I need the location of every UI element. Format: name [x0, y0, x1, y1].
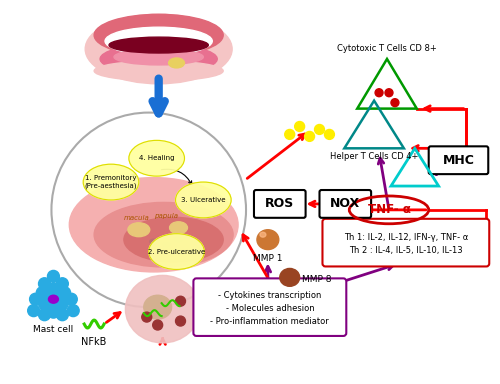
FancyBboxPatch shape	[194, 278, 346, 336]
Ellipse shape	[126, 275, 200, 343]
Circle shape	[304, 131, 314, 141]
Text: TNF- α: TNF- α	[368, 204, 410, 216]
Ellipse shape	[114, 49, 204, 65]
Text: MHC: MHC	[442, 154, 474, 167]
Ellipse shape	[83, 164, 139, 200]
Ellipse shape	[150, 239, 158, 244]
Text: NOX: NOX	[330, 197, 360, 210]
Circle shape	[38, 309, 50, 321]
Ellipse shape	[70, 178, 238, 272]
Ellipse shape	[128, 223, 150, 237]
Ellipse shape	[48, 295, 58, 303]
Text: NFkB: NFkB	[82, 337, 107, 347]
Ellipse shape	[85, 14, 232, 84]
Circle shape	[68, 305, 79, 316]
Ellipse shape	[105, 27, 212, 55]
Circle shape	[324, 129, 334, 139]
Circle shape	[38, 278, 50, 290]
Circle shape	[375, 89, 383, 97]
Text: papula: papula	[154, 213, 178, 219]
Text: Th 1: IL-2, IL-12, IFN-γ, TNF- α: Th 1: IL-2, IL-12, IFN-γ, TNF- α	[344, 233, 468, 242]
Circle shape	[48, 306, 60, 318]
Ellipse shape	[170, 222, 188, 234]
Text: Helper T Cells CD 4+: Helper T Cells CD 4+	[330, 152, 418, 161]
FancyBboxPatch shape	[254, 190, 306, 218]
Circle shape	[294, 121, 304, 131]
Text: - Cytokines transcription: - Cytokines transcription	[218, 291, 322, 300]
Ellipse shape	[176, 182, 231, 218]
Circle shape	[58, 287, 70, 299]
Text: Cytotoxic T Cells CD 8+: Cytotoxic T Cells CD 8+	[337, 44, 437, 53]
Text: ROS: ROS	[265, 197, 294, 210]
Circle shape	[176, 296, 186, 306]
Ellipse shape	[144, 295, 172, 319]
Text: 3. Ulcerative: 3. Ulcerative	[181, 197, 226, 203]
Circle shape	[28, 305, 40, 316]
Text: Th 2 : IL-4, IL-5, IL-10, IL-13: Th 2 : IL-4, IL-5, IL-10, IL-13	[349, 246, 463, 255]
FancyBboxPatch shape	[320, 190, 371, 218]
Circle shape	[30, 293, 42, 305]
FancyBboxPatch shape	[428, 146, 488, 174]
Text: 2. Pre-ulcerative: 2. Pre-ulcerative	[148, 248, 205, 255]
Text: - Molecules adhesion: - Molecules adhesion	[226, 304, 314, 313]
Text: macula: macula	[124, 215, 150, 221]
Ellipse shape	[124, 217, 223, 262]
Circle shape	[142, 312, 152, 322]
Ellipse shape	[162, 242, 170, 247]
Circle shape	[385, 89, 393, 97]
Circle shape	[56, 309, 68, 321]
Circle shape	[66, 293, 78, 305]
Circle shape	[284, 129, 294, 139]
Ellipse shape	[94, 202, 233, 267]
Ellipse shape	[168, 58, 184, 68]
Ellipse shape	[100, 44, 217, 74]
Ellipse shape	[174, 237, 182, 242]
Circle shape	[391, 99, 399, 107]
Ellipse shape	[94, 61, 223, 81]
Text: 1. Premonitory
(Pre-aesthesia): 1. Premonitory (Pre-aesthesia)	[85, 175, 138, 189]
Ellipse shape	[260, 232, 266, 237]
Ellipse shape	[257, 230, 279, 250]
Circle shape	[48, 270, 60, 282]
Text: MMP 1: MMP 1	[253, 253, 282, 263]
Ellipse shape	[148, 234, 204, 270]
Ellipse shape	[280, 268, 299, 286]
Circle shape	[152, 320, 162, 330]
Ellipse shape	[109, 37, 208, 53]
Circle shape	[314, 124, 324, 134]
Circle shape	[56, 278, 68, 290]
Circle shape	[38, 283, 70, 315]
Text: Mast cell: Mast cell	[34, 324, 74, 333]
Circle shape	[176, 316, 186, 326]
Circle shape	[36, 287, 48, 299]
FancyBboxPatch shape	[322, 219, 490, 266]
Text: 4. Healing: 4. Healing	[139, 155, 174, 161]
Ellipse shape	[94, 14, 223, 56]
Ellipse shape	[129, 141, 184, 176]
Text: - Pro-inflammation mediator: - Pro-inflammation mediator	[210, 317, 329, 326]
Text: MMP 8: MMP 8	[302, 275, 331, 284]
